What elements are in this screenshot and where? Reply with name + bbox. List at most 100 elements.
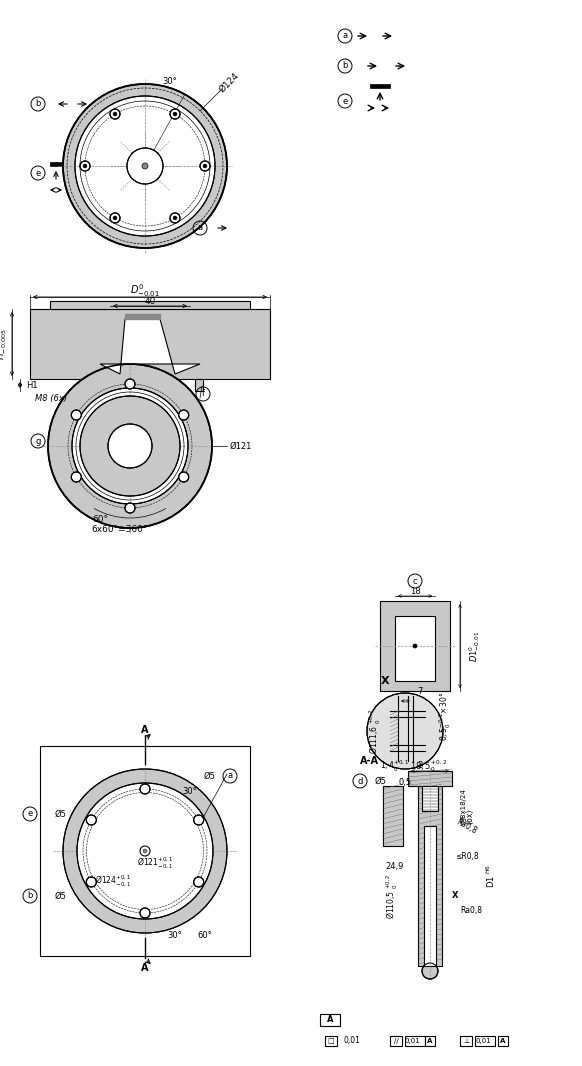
Circle shape xyxy=(413,644,417,648)
Bar xyxy=(85,379,93,391)
Bar xyxy=(408,771,452,786)
Circle shape xyxy=(125,503,135,513)
Circle shape xyxy=(83,164,87,168)
Text: A-A: A-A xyxy=(360,756,379,766)
Circle shape xyxy=(143,849,147,853)
Bar xyxy=(422,786,438,811)
Circle shape xyxy=(110,109,120,119)
Bar xyxy=(40,746,250,956)
Polygon shape xyxy=(100,319,200,374)
Circle shape xyxy=(170,109,180,119)
Text: X: X xyxy=(381,676,389,687)
Text: d: d xyxy=(357,776,363,786)
Text: g: g xyxy=(36,436,41,446)
Text: 0,5: 0,5 xyxy=(399,777,411,787)
Circle shape xyxy=(86,815,96,825)
Circle shape xyxy=(108,424,152,468)
Text: A: A xyxy=(141,725,149,734)
Circle shape xyxy=(422,963,438,979)
Circle shape xyxy=(140,784,150,794)
Text: a: a xyxy=(228,772,233,780)
Circle shape xyxy=(173,112,177,116)
Circle shape xyxy=(200,161,210,171)
Text: M8x18/24: M8x18/24 xyxy=(460,789,466,823)
Text: ≤R0,8: ≤R0,8 xyxy=(455,852,479,860)
Text: b: b xyxy=(342,62,347,70)
Circle shape xyxy=(125,379,135,389)
Circle shape xyxy=(77,784,213,919)
Text: Ø124$^{+0,1}_{-0,1}$: Ø124$^{+0,1}_{-0,1}$ xyxy=(95,873,131,889)
Text: Ø121: Ø121 xyxy=(230,441,253,451)
Circle shape xyxy=(170,213,180,223)
Text: $D_{-0.01}^{0}$: $D_{-0.01}^{0}$ xyxy=(130,282,160,300)
Circle shape xyxy=(179,472,189,482)
Bar xyxy=(498,1036,508,1046)
Circle shape xyxy=(80,395,180,496)
Text: c: c xyxy=(413,577,417,585)
Text: $0,5^{-0,2}_{0}$×30°: $0,5^{-0,2}_{0}$×30° xyxy=(438,692,453,741)
Text: a: a xyxy=(342,32,347,41)
Circle shape xyxy=(179,410,189,420)
Circle shape xyxy=(127,148,163,184)
Circle shape xyxy=(142,163,148,169)
Circle shape xyxy=(72,472,81,482)
Circle shape xyxy=(173,216,177,220)
Circle shape xyxy=(110,213,120,223)
Bar xyxy=(195,379,203,391)
Text: e: e xyxy=(36,168,41,178)
Bar xyxy=(30,309,270,379)
Circle shape xyxy=(72,410,81,420)
Bar xyxy=(325,1036,337,1046)
Text: 0,01: 0,01 xyxy=(475,1038,491,1044)
Text: 60°: 60° xyxy=(198,932,212,940)
Bar xyxy=(50,301,250,309)
Text: X: X xyxy=(452,891,458,901)
Text: Ra0,8: Ra0,8 xyxy=(460,897,482,916)
Text: 6x60°=360°: 6x60°=360° xyxy=(92,526,148,534)
Text: Ø5: Ø5 xyxy=(55,891,67,901)
Bar xyxy=(370,84,390,88)
Bar xyxy=(424,826,436,966)
Text: //: // xyxy=(393,1038,398,1044)
Text: Ø5: Ø5 xyxy=(55,809,67,819)
Text: 60°: 60° xyxy=(92,516,108,524)
Text: 7: 7 xyxy=(417,687,423,695)
Bar xyxy=(150,379,158,391)
Text: $H_{-0.005}^{0}$: $H_{-0.005}^{0}$ xyxy=(0,328,9,360)
Circle shape xyxy=(113,112,117,116)
Text: 18: 18 xyxy=(410,586,420,596)
Text: M8 (6x): M8 (6x) xyxy=(35,394,67,404)
Bar xyxy=(382,786,403,846)
Circle shape xyxy=(113,216,117,220)
Text: 30°: 30° xyxy=(162,78,178,86)
Text: □: □ xyxy=(328,1038,334,1044)
Text: D1 $^{H6}$: D1 $^{H6}$ xyxy=(485,863,498,888)
Circle shape xyxy=(140,908,150,918)
Text: Ø121$^{+0,1}_{-0,1}$: Ø121$^{+0,1}_{-0,1}$ xyxy=(137,855,173,871)
Text: 0,01: 0,01 xyxy=(404,1038,420,1044)
Text: Ø110,5 $^{+0,2}_{0}$: Ø110,5 $^{+0,2}_{0}$ xyxy=(384,873,400,919)
Circle shape xyxy=(194,815,204,825)
Circle shape xyxy=(80,161,90,171)
Text: 30°: 30° xyxy=(168,932,182,940)
Text: (6x): (6x) xyxy=(466,808,474,824)
Text: 0,01: 0,01 xyxy=(344,1036,361,1046)
Text: $18,5^{+0,2}_{0}$: $18,5^{+0,2}_{0}$ xyxy=(410,758,447,774)
Text: $1,4^{+0,1}_{0}$: $1,4^{+0,1}_{0}$ xyxy=(381,758,410,774)
Text: Ø5: Ø5 xyxy=(203,772,215,780)
Circle shape xyxy=(75,96,215,236)
Circle shape xyxy=(86,877,96,887)
Text: Ø5: Ø5 xyxy=(375,776,387,786)
Text: b: b xyxy=(36,99,41,109)
Text: 3: 3 xyxy=(417,761,423,771)
Text: $D1_{-0.01}^{0}$: $D1_{-0.01}^{0}$ xyxy=(467,630,482,662)
Text: A: A xyxy=(427,1038,432,1044)
Bar xyxy=(390,1036,402,1046)
Bar xyxy=(475,1036,495,1046)
Circle shape xyxy=(63,769,227,933)
Text: f: f xyxy=(201,389,204,399)
Circle shape xyxy=(72,388,188,504)
Text: A: A xyxy=(501,1038,506,1044)
Bar xyxy=(405,1036,425,1046)
Text: e: e xyxy=(342,97,347,106)
